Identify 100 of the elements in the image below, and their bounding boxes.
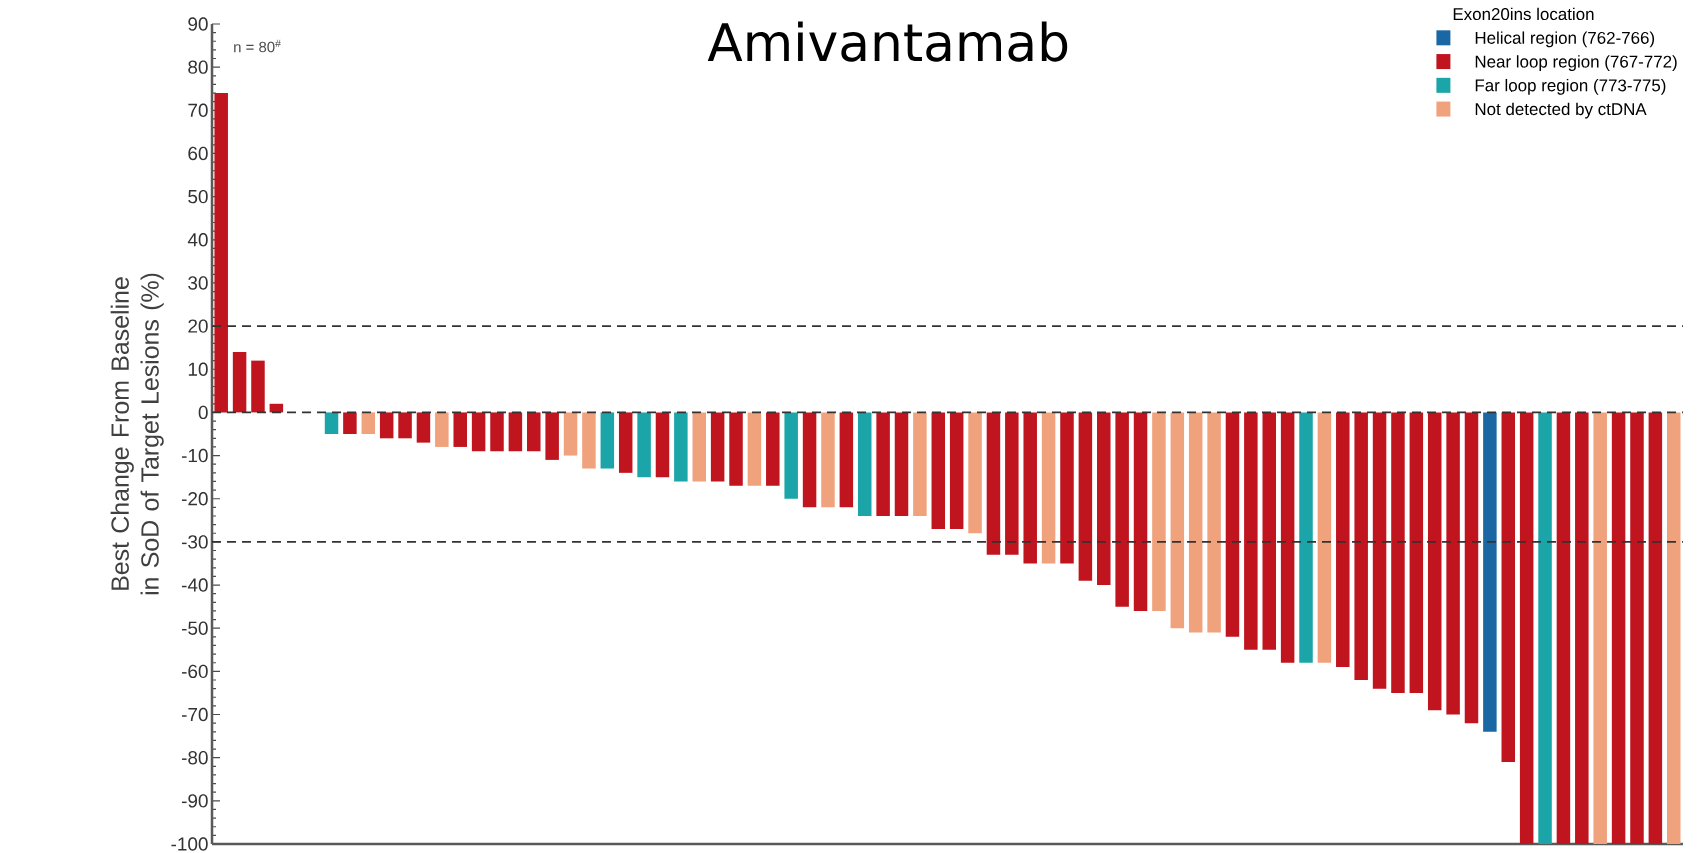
bar xyxy=(361,412,376,434)
y-tick-label: -10 xyxy=(181,448,208,463)
y-tick-label: 30 xyxy=(188,276,208,290)
y-tick-label: 70 xyxy=(188,103,208,118)
bar xyxy=(1446,412,1460,715)
bar xyxy=(839,412,854,508)
bar xyxy=(1409,412,1424,693)
bar xyxy=(416,412,431,443)
bar xyxy=(251,360,265,413)
y-tick-label: -40 xyxy=(181,578,208,592)
bar xyxy=(968,412,982,534)
bar xyxy=(1372,412,1387,689)
y-tick-label: 10 xyxy=(188,362,208,376)
y-tick-label: -50 xyxy=(181,621,208,635)
legend-title: Exon20ins location xyxy=(1453,7,1594,21)
bar xyxy=(1188,412,1203,633)
y-tick-label: -80 xyxy=(181,750,208,765)
bar xyxy=(1630,412,1644,844)
bar xyxy=(618,412,633,473)
bar xyxy=(674,412,688,482)
bar xyxy=(1336,412,1350,668)
bar xyxy=(766,412,780,486)
bar xyxy=(545,412,559,460)
bar xyxy=(1667,412,1681,844)
bar xyxy=(324,412,339,434)
bar xyxy=(1078,412,1093,581)
bar xyxy=(435,412,449,447)
bar xyxy=(1575,412,1589,844)
bar xyxy=(600,412,615,469)
y-tick-label: -30 xyxy=(181,535,208,549)
bar xyxy=(1244,412,1258,650)
bar xyxy=(1556,412,1571,844)
bar xyxy=(729,412,743,486)
bar xyxy=(637,412,651,478)
bar xyxy=(949,412,964,529)
bar xyxy=(894,412,909,516)
bar xyxy=(1391,412,1405,693)
bar xyxy=(1593,412,1607,844)
y-axis-title: Best Change From Baseline in SoD of Target Lesions (%) xyxy=(110,273,164,595)
bar xyxy=(710,412,725,482)
y-tick-label: 50 xyxy=(188,189,208,204)
bar xyxy=(747,412,762,486)
bar xyxy=(214,93,228,413)
bar xyxy=(1538,412,1552,844)
bar xyxy=(857,412,872,516)
y-tick-label: -100 xyxy=(171,837,208,851)
y-tick-label: 80 xyxy=(188,60,208,74)
legend-label: Far loop region (773-775) xyxy=(1475,78,1666,95)
bar xyxy=(784,412,798,499)
bar xyxy=(490,412,504,452)
bar xyxy=(931,412,946,529)
legend-label: Helical region (762-766) xyxy=(1475,31,1655,48)
y-tick-label: 90 xyxy=(188,17,208,31)
bar xyxy=(1152,412,1166,611)
bar xyxy=(1611,412,1626,844)
bar xyxy=(582,412,596,469)
bar xyxy=(1170,412,1185,629)
bar xyxy=(508,412,523,452)
bar xyxy=(343,412,357,434)
bar xyxy=(398,412,412,439)
y-tick-label: -70 xyxy=(181,707,208,722)
bar xyxy=(1280,412,1295,663)
bar xyxy=(1097,412,1111,586)
bar xyxy=(1207,412,1221,633)
bar xyxy=(1005,412,1019,555)
bar xyxy=(1317,412,1332,663)
bar xyxy=(1483,412,1497,732)
bar xyxy=(1519,412,1534,844)
bar xyxy=(1133,412,1148,611)
bar xyxy=(232,351,247,413)
bar xyxy=(1501,412,1516,762)
bar xyxy=(913,412,927,516)
bar xyxy=(1262,412,1276,650)
bar xyxy=(527,412,541,452)
bar xyxy=(986,412,1001,555)
bar xyxy=(821,412,835,508)
bar xyxy=(1023,412,1037,564)
annotation: n = 80$^{#}$ xyxy=(234,39,281,53)
bar xyxy=(876,412,890,516)
y-tick-label: 20 xyxy=(188,319,208,333)
y-tick-label: -90 xyxy=(181,794,208,808)
y-tick-label: -20 xyxy=(181,492,208,506)
bar xyxy=(1060,412,1074,564)
legend-label: Not detected by ctDNA xyxy=(1475,102,1647,119)
legend-label: Near loop region (767-772) xyxy=(1475,55,1677,71)
bar xyxy=(269,403,284,413)
bar xyxy=(1648,412,1663,844)
bar xyxy=(1225,412,1240,637)
bar xyxy=(1427,412,1442,711)
bar xyxy=(802,412,817,508)
chart-title: Amivantamab xyxy=(707,21,1068,62)
bar xyxy=(1464,412,1479,724)
bar xyxy=(1115,412,1129,607)
y-tick-label: 60 xyxy=(188,146,208,161)
bar xyxy=(1041,412,1056,564)
bar xyxy=(1354,412,1368,680)
y-tick-label: 0 xyxy=(198,405,208,420)
bar xyxy=(379,412,394,439)
bar xyxy=(692,412,706,482)
bar xyxy=(453,412,467,447)
